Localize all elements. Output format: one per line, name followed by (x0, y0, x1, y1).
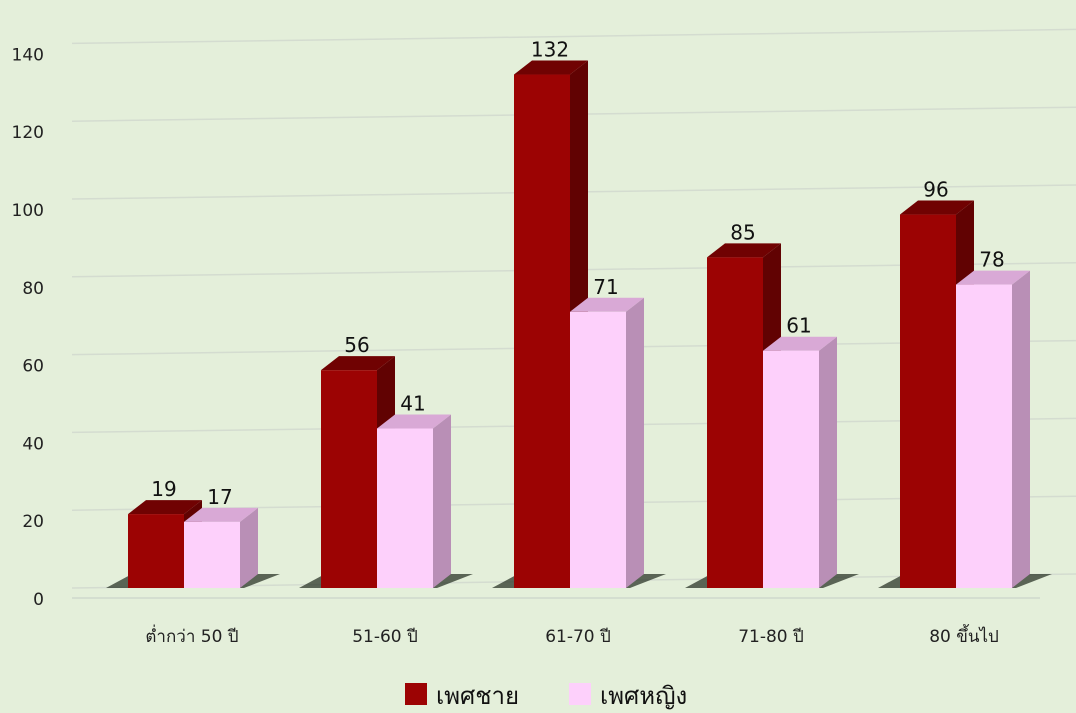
y-tick-label: 20 (22, 512, 44, 532)
bar-side (240, 507, 258, 588)
x-tick-label: 80 ขึ้นไป (929, 624, 999, 647)
bar-top (514, 60, 588, 75)
data-label: 61 (786, 314, 811, 338)
x-tick-label: 51-60 ปี (352, 627, 418, 647)
bar-side (1012, 270, 1030, 588)
bar-front (570, 311, 626, 588)
bar-top (377, 414, 451, 429)
bar (184, 507, 258, 588)
bar-top (128, 500, 202, 515)
bar-front (184, 521, 240, 588)
y-tick-label: 60 (22, 357, 44, 377)
bar-front (514, 74, 570, 588)
data-labels: 19 17 56 41 132 71 85 61 96 78 (151, 38, 1004, 509)
x-axis: ต่ำกว่า 50 ปี 51-60 ปี 61-70 ปี 71-80 ปี 80 … (145, 624, 998, 647)
y-tick-label: 0 (33, 590, 44, 610)
bar (956, 270, 1030, 588)
x-tick-label: ต่ำกว่า 50 ปี (145, 624, 238, 647)
data-label: 17 (207, 485, 232, 509)
y-tick-label: 40 (22, 434, 44, 454)
bar (570, 297, 644, 588)
x-tick-label: 61-70 ปี (545, 627, 611, 647)
bar-side (626, 297, 644, 588)
bar-top (900, 200, 974, 215)
x-tick-label: 71-80 ปี (738, 627, 804, 647)
bars (128, 60, 1030, 588)
bar-front (763, 350, 819, 588)
bar (763, 336, 837, 588)
y-tick-label: 120 (12, 123, 44, 143)
legend: เพศชาย เพศหญิง (405, 682, 687, 710)
y-tick-label: 100 (12, 201, 44, 221)
bar-top (956, 270, 1030, 285)
bar-side (819, 336, 837, 588)
data-label: 56 (344, 333, 369, 357)
bar-front (707, 257, 763, 588)
y-tick-label: 80 (22, 279, 44, 299)
y-axis: 0 20 40 60 80 100 120 140 (12, 45, 44, 610)
bar-front (377, 428, 433, 588)
bar-side (433, 414, 451, 588)
data-label: 132 (531, 38, 569, 62)
data-label: 41 (400, 392, 425, 416)
bar (377, 414, 451, 588)
legend-swatch-male (405, 683, 427, 705)
bar-top (707, 243, 781, 258)
legend-label-male: เพศชาย (436, 682, 519, 710)
gridline (71, 28, 1076, 45)
bar-top (763, 336, 837, 351)
bar-top (570, 297, 644, 312)
bar-top (321, 356, 395, 371)
y-tick-label: 140 (12, 45, 44, 65)
data-label: 85 (730, 220, 755, 244)
data-label: 96 (923, 178, 948, 202)
legend-label-female: เพศหญิง (600, 682, 687, 710)
bar-front (321, 370, 377, 588)
legend-swatch-female (569, 683, 591, 705)
bar-front (128, 514, 184, 588)
bar-front (900, 214, 956, 588)
bar-front (956, 284, 1012, 588)
data-label: 19 (151, 477, 176, 501)
data-label: 78 (979, 248, 1004, 272)
data-label: 71 (593, 275, 618, 299)
bar-top (184, 507, 258, 522)
